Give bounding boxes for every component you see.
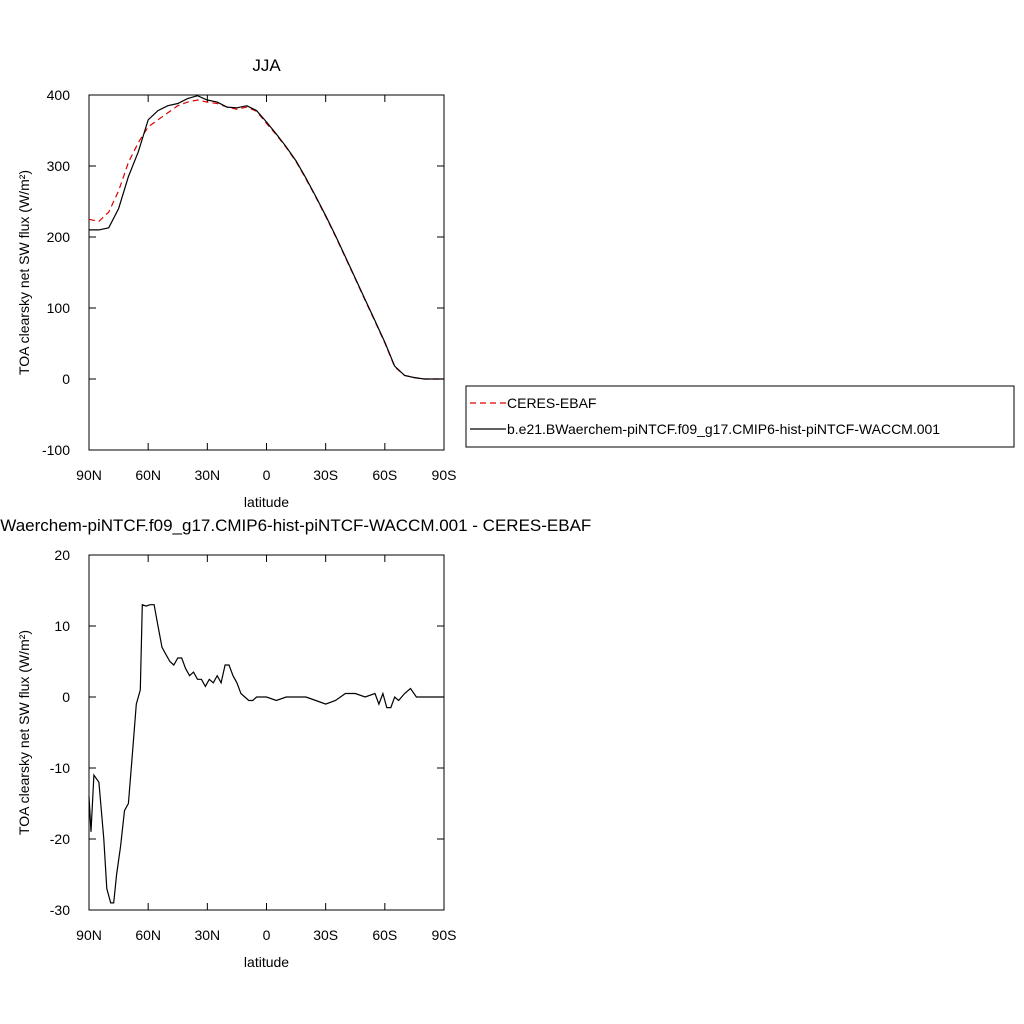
data-line <box>88 99 444 380</box>
x-tick-label: 30S <box>313 927 338 943</box>
y-tick-label: 10 <box>54 618 70 634</box>
data-line <box>88 603 444 904</box>
y-tick-label: 20 <box>54 547 70 563</box>
x-tick-label: 90N <box>76 467 102 483</box>
y-tick-label: 0 <box>62 371 70 387</box>
chart-title: b.e21.BWaerchem-piNTCF.f09_g17.CMIP6-his… <box>0 516 591 535</box>
y-tick-label: -20 <box>50 831 70 847</box>
x-tick-label: 90S <box>432 927 457 943</box>
x-tick-label: 30N <box>194 927 220 943</box>
plot-frame <box>88 94 445 451</box>
legend-label: CERES-EBAF <box>507 395 596 411</box>
x-tick-label: 60S <box>372 467 397 483</box>
y-tick-label: 300 <box>47 158 71 174</box>
x-tick-label: 90N <box>76 927 102 943</box>
y-tick-label: -30 <box>50 902 70 918</box>
x-tick-label: 90S <box>432 467 457 483</box>
legend-label: b.e21.BWaerchem-piNTCF.f09_g17.CMIP6-his… <box>507 421 940 437</box>
y-tick-label: 400 <box>47 87 71 103</box>
y-tick-label: -10 <box>50 760 70 776</box>
y-tick-label: -100 <box>42 442 70 458</box>
x-axis-label: latitude <box>244 494 289 510</box>
x-tick-label: 0 <box>263 467 271 483</box>
x-tick-label: 60S <box>372 927 397 943</box>
y-axis-label: TOA clearsky net SW flux (W/m²) <box>16 630 32 835</box>
legend-box <box>465 385 1015 448</box>
x-axis-label: latitude <box>244 954 289 970</box>
x-tick-label: 0 <box>263 927 271 943</box>
chart-title: JJA <box>252 56 281 75</box>
y-tick-label: 100 <box>47 300 71 316</box>
data-line <box>89 95 444 380</box>
y-tick-label: 0 <box>62 689 70 705</box>
y-axis-label: TOA clearsky net SW flux (W/m²) <box>16 170 32 375</box>
x-tick-label: 30S <box>313 467 338 483</box>
x-tick-label: 30N <box>194 467 220 483</box>
y-tick-label: 200 <box>47 229 71 245</box>
x-tick-label: 60N <box>135 927 161 943</box>
x-tick-label: 60N <box>135 467 161 483</box>
